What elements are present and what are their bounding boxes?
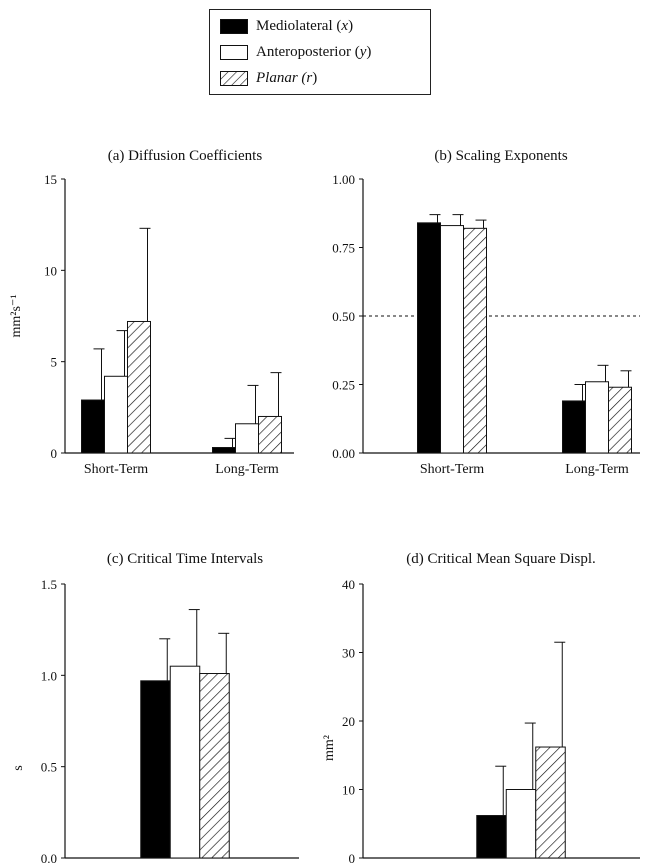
legend-item-planar: Planar (r) bbox=[220, 68, 317, 88]
y-axis-label: mm²s⁻¹ bbox=[9, 294, 24, 337]
y-tick-label: 5 bbox=[51, 355, 58, 370]
y-tick-label: 0.00 bbox=[332, 446, 355, 461]
bar bbox=[127, 320, 151, 454]
y-tick-label: 0.0 bbox=[41, 851, 57, 866]
chart-title: (d) Critical Mean Square Displ. bbox=[406, 551, 596, 567]
bar bbox=[608, 386, 632, 454]
bar bbox=[535, 746, 566, 859]
legend-swatch-hatch bbox=[220, 70, 248, 86]
bar bbox=[169, 665, 201, 859]
chart-title: (a) Diffusion Coefficients bbox=[108, 148, 263, 164]
y-tick-label: 0.50 bbox=[332, 309, 355, 324]
bar bbox=[81, 399, 105, 454]
legend-label: Anteroposterior ( bbox=[256, 43, 360, 60]
bar bbox=[235, 423, 259, 454]
legend-box: Mediolateral (x) Anteroposterior (y) Pla… bbox=[209, 9, 431, 95]
chart-title: (b) Scaling Exponents bbox=[434, 148, 567, 164]
x-tick-label: Long-Term bbox=[565, 462, 629, 477]
y-axis-label: mm² bbox=[322, 735, 337, 761]
legend-var: r bbox=[306, 69, 313, 86]
legend-item-mediolateral: Mediolateral (x) bbox=[220, 16, 353, 36]
bar bbox=[258, 415, 282, 454]
chart-d: (d) Critical Mean Square Displ. 0 10 20 30 40… bbox=[322, 551, 640, 866]
legend-close: ) bbox=[366, 43, 372, 60]
y-tick-label: 40 bbox=[342, 577, 355, 592]
legend-close: ) bbox=[348, 17, 354, 34]
y-tick-label: 15 bbox=[44, 172, 57, 187]
legend-item-anteroposterior: Anteroposterior (y) bbox=[220, 42, 371, 62]
bar bbox=[417, 222, 441, 454]
chart-c: (c) Critical Time Intervals 0.0 0.5 1.0 1.5 s bbox=[11, 551, 299, 866]
bar bbox=[585, 381, 609, 454]
legend-close: ) bbox=[312, 69, 318, 86]
chart-a: (a) Diffusion Coefficients 0 5 10 15 mm²s⁻¹ Sh… bbox=[9, 148, 294, 477]
y-tick-label: 10 bbox=[44, 263, 57, 278]
x-tick-label: Long-Term bbox=[215, 462, 279, 477]
y-tick-label: 0 bbox=[349, 851, 356, 866]
y-tick-label: 0.75 bbox=[332, 241, 355, 256]
chart-b: (b) Scaling Exponents 0.00 0.25 0.50 0.75 1.0… bbox=[332, 148, 640, 477]
legend-var: x bbox=[341, 17, 349, 34]
y-tick-label: 1.0 bbox=[41, 668, 57, 683]
y-tick-label: 1.5 bbox=[41, 577, 57, 592]
bar bbox=[562, 400, 586, 454]
x-tick-label: Short-Term bbox=[84, 462, 148, 477]
legend-swatch-empty bbox=[220, 44, 248, 60]
legend-swatch-solid bbox=[220, 18, 248, 34]
bar bbox=[199, 673, 230, 859]
legend-label: Mediolateral ( bbox=[256, 17, 342, 34]
y-tick-label: 0.5 bbox=[41, 760, 57, 775]
bar bbox=[463, 227, 487, 454]
y-tick-label: 0 bbox=[51, 446, 58, 461]
legend-var: y bbox=[359, 43, 367, 60]
bar bbox=[140, 680, 171, 859]
y-tick-label: 30 bbox=[342, 646, 355, 661]
y-axis-label: s bbox=[11, 765, 26, 770]
y-tick-label: 20 bbox=[342, 714, 355, 729]
bar bbox=[212, 447, 236, 454]
y-tick-label: 0.25 bbox=[332, 378, 355, 393]
bar bbox=[440, 225, 464, 454]
chart-title: (c) Critical Time Intervals bbox=[107, 551, 263, 567]
legend-label: Planar ( bbox=[256, 69, 307, 86]
bar bbox=[476, 815, 507, 859]
bar bbox=[505, 789, 537, 859]
y-tick-label: 10 bbox=[342, 783, 355, 798]
x-tick-label: Short-Term bbox=[420, 462, 484, 477]
y-tick-label: 1.00 bbox=[332, 172, 355, 187]
bar bbox=[104, 375, 128, 454]
